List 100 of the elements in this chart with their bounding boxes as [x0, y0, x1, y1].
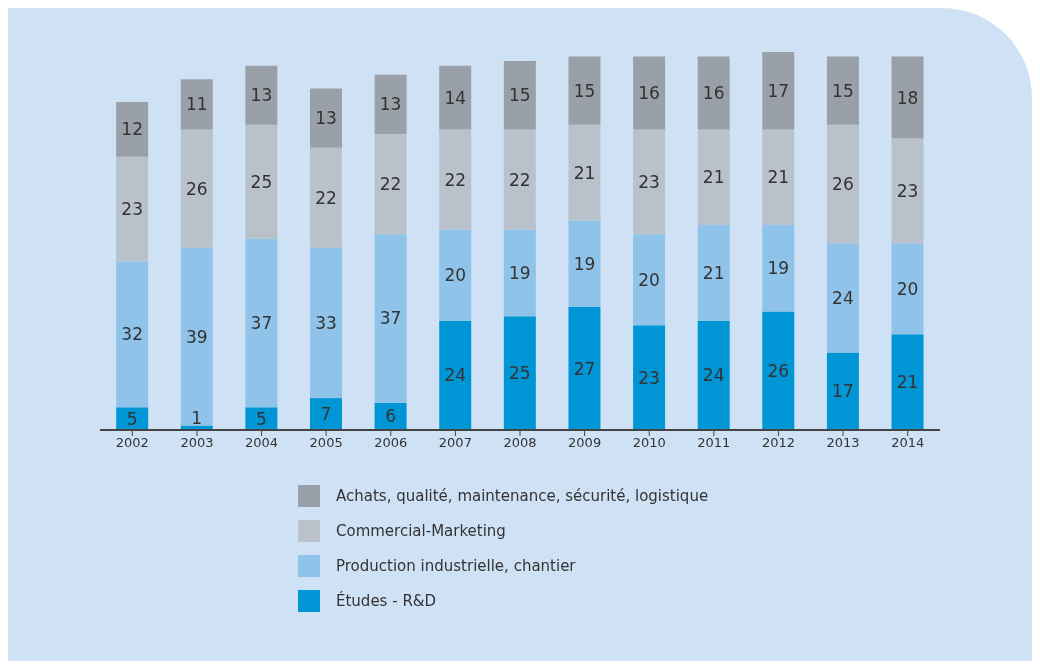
- x-tick-label: 2010: [632, 435, 666, 451]
- bar: [633, 234, 666, 326]
- bar: [633, 325, 666, 430]
- data-label: 12: [121, 119, 143, 140]
- bar: [826, 56, 859, 125]
- legend-label: Commercial-Marketing: [336, 521, 506, 540]
- data-label: 23: [638, 367, 660, 388]
- data-label: 23: [896, 180, 919, 201]
- bar: [116, 156, 149, 262]
- bar: [633, 129, 666, 235]
- legend-label: Production industrielle, chantier: [336, 556, 576, 575]
- bar: [762, 311, 795, 430]
- data-label: 5: [255, 408, 267, 429]
- bar: [697, 225, 730, 321]
- data-label: 24: [702, 365, 725, 386]
- bar: [826, 352, 859, 430]
- data-label: 33: [315, 312, 337, 333]
- bar: [245, 65, 278, 125]
- data-label: 26: [767, 360, 790, 381]
- bar: [503, 229, 536, 317]
- data-label: 13: [315, 108, 337, 129]
- data-label: 21: [702, 167, 725, 188]
- data-label: 16: [638, 82, 660, 103]
- data-label: 16: [702, 82, 725, 103]
- bar: [439, 229, 472, 321]
- data-label: 15: [509, 85, 531, 106]
- data-label: 24: [444, 365, 467, 386]
- data-label: 5: [126, 408, 138, 429]
- data-label: 24: [832, 287, 854, 308]
- bar: [891, 243, 924, 335]
- data-label: 25: [250, 171, 273, 192]
- x-tick-label: 2013: [826, 435, 860, 451]
- data-label: 13: [250, 85, 273, 106]
- bar: [568, 307, 601, 430]
- bar: [310, 147, 342, 248]
- bar: [310, 247, 342, 399]
- data-label: 17: [767, 80, 790, 101]
- bar: [697, 129, 730, 226]
- bar: [697, 56, 730, 130]
- bar: [374, 234, 407, 403]
- x-tick-label: 2006: [374, 435, 408, 451]
- data-label: 19: [573, 253, 596, 274]
- bar: [503, 316, 536, 430]
- data-label: 14: [444, 87, 467, 108]
- data-label: 27: [573, 358, 596, 379]
- bar: [374, 74, 407, 134]
- data-label: 22: [509, 169, 531, 190]
- x-tick-label: 2002: [115, 435, 149, 451]
- legend-label: Études - R&D: [336, 591, 437, 610]
- x-tick-label: 2005: [309, 435, 343, 451]
- data-label: 11: [185, 94, 208, 115]
- data-label: 25: [509, 363, 531, 384]
- bar: [116, 102, 149, 157]
- bar: [826, 243, 859, 353]
- data-label: 1: [191, 408, 203, 428]
- bar: [568, 220, 601, 308]
- data-label: 21: [767, 167, 790, 188]
- data-label: 26: [185, 178, 208, 199]
- bar: [180, 247, 213, 426]
- data-label: 37: [379, 308, 402, 329]
- bar: [697, 320, 730, 430]
- bar: [568, 56, 601, 125]
- data-label: 21: [896, 372, 919, 393]
- data-label: 23: [638, 171, 660, 192]
- data-label: 21: [702, 262, 725, 283]
- x-tick-label: 2007: [438, 435, 472, 451]
- bar: [891, 56, 924, 139]
- bar: [762, 129, 795, 226]
- data-label: 18: [896, 87, 919, 108]
- bar: [439, 320, 472, 430]
- bar: [245, 124, 278, 239]
- bar: [439, 65, 472, 130]
- data-label: 37: [250, 312, 273, 333]
- data-label: 23: [121, 199, 143, 220]
- bar: [374, 133, 407, 235]
- legend-label: Achats, qualité, maintenance, sécurité, logistique: [336, 486, 709, 505]
- data-label: 20: [444, 265, 467, 286]
- bar: [762, 52, 795, 130]
- x-tick-label: 2008: [503, 435, 537, 451]
- x-tick-label: 2009: [568, 435, 602, 451]
- bar: [568, 124, 601, 221]
- data-label: 15: [573, 80, 596, 101]
- bar: [503, 61, 536, 130]
- data-label: 39: [185, 326, 208, 347]
- data-label: 26: [832, 174, 854, 195]
- data-label: 15: [832, 80, 854, 101]
- data-label: 22: [379, 174, 402, 195]
- bar: [116, 261, 149, 408]
- x-tick-label: 2014: [891, 435, 925, 451]
- x-tick-label: 2003: [180, 435, 214, 451]
- bar: [826, 124, 859, 244]
- x-tick-label: 2011: [697, 435, 731, 451]
- bar: [245, 238, 278, 408]
- data-label: 21: [573, 162, 596, 183]
- bar: [762, 225, 795, 312]
- data-label: 6: [385, 406, 397, 427]
- bar: [503, 129, 536, 230]
- bar: [180, 129, 213, 248]
- bar: [633, 56, 666, 130]
- x-tick-label: 2012: [761, 435, 796, 451]
